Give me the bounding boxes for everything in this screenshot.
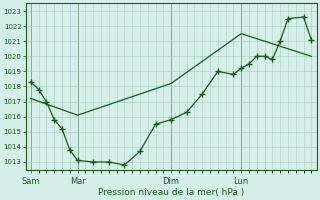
- X-axis label: Pression niveau de la mer( hPa ): Pression niveau de la mer( hPa ): [98, 188, 244, 197]
